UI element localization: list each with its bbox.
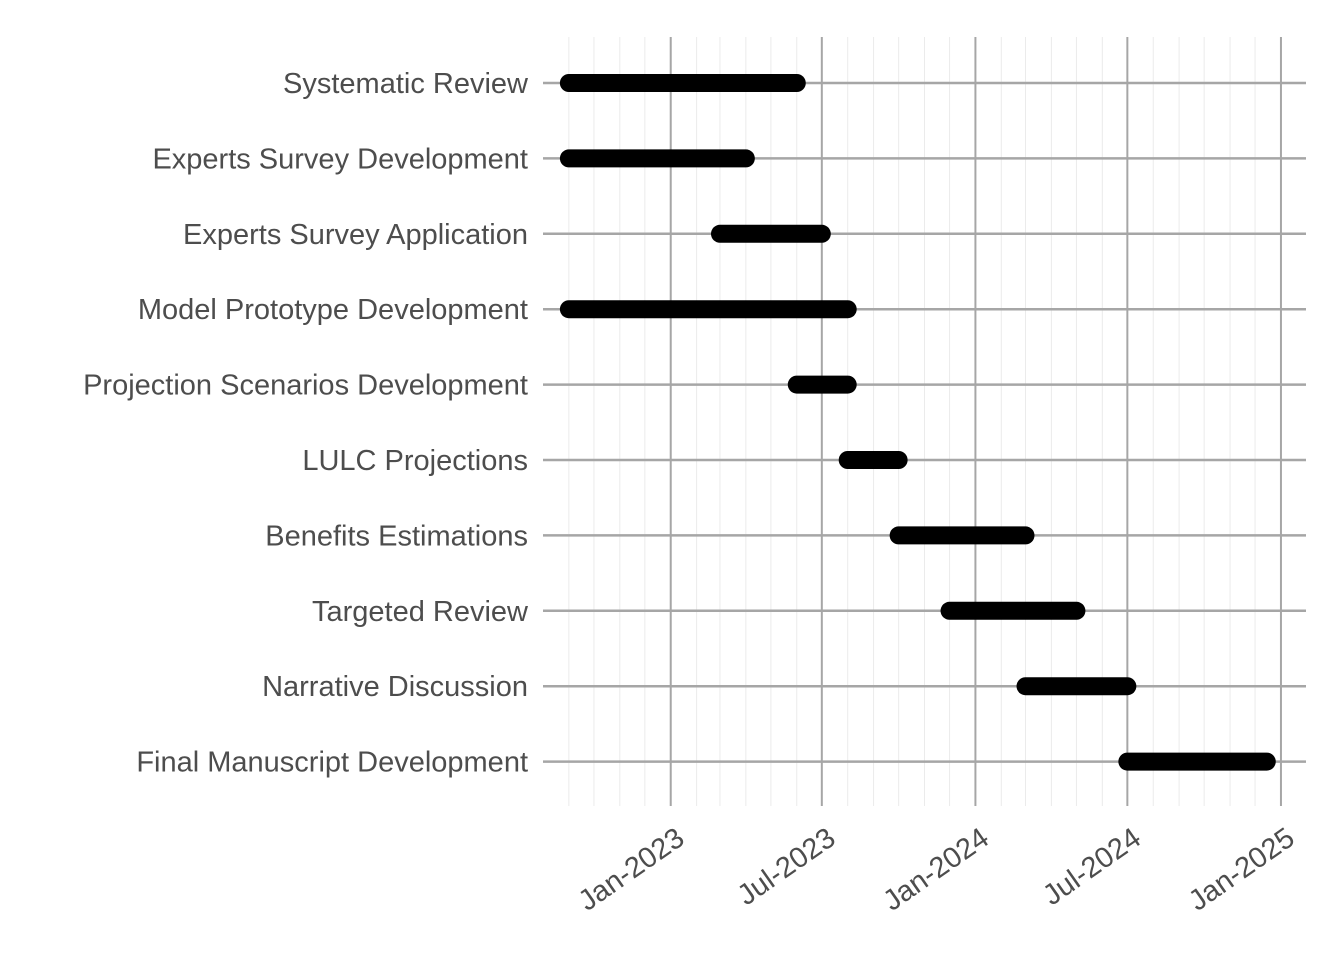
task-label: Experts Survey Development bbox=[152, 143, 528, 175]
task-bars bbox=[559, 74, 1276, 771]
task-label: Benefits Estimations bbox=[265, 520, 528, 552]
task-label: Final Manuscript Development bbox=[136, 747, 528, 779]
task-label: Systematic Review bbox=[283, 68, 529, 100]
task-label: Experts Survey Application bbox=[183, 219, 528, 251]
task-label: Projection Scenarios Development bbox=[83, 370, 528, 402]
task-label: Model Prototype Development bbox=[138, 294, 528, 326]
task-label: Narrative Discussion bbox=[262, 671, 528, 703]
task-labels: Systematic Review Experts Survey Developm… bbox=[83, 68, 529, 779]
task-label: LULC Projections bbox=[302, 445, 528, 477]
task-label: Targeted Review bbox=[312, 596, 529, 628]
